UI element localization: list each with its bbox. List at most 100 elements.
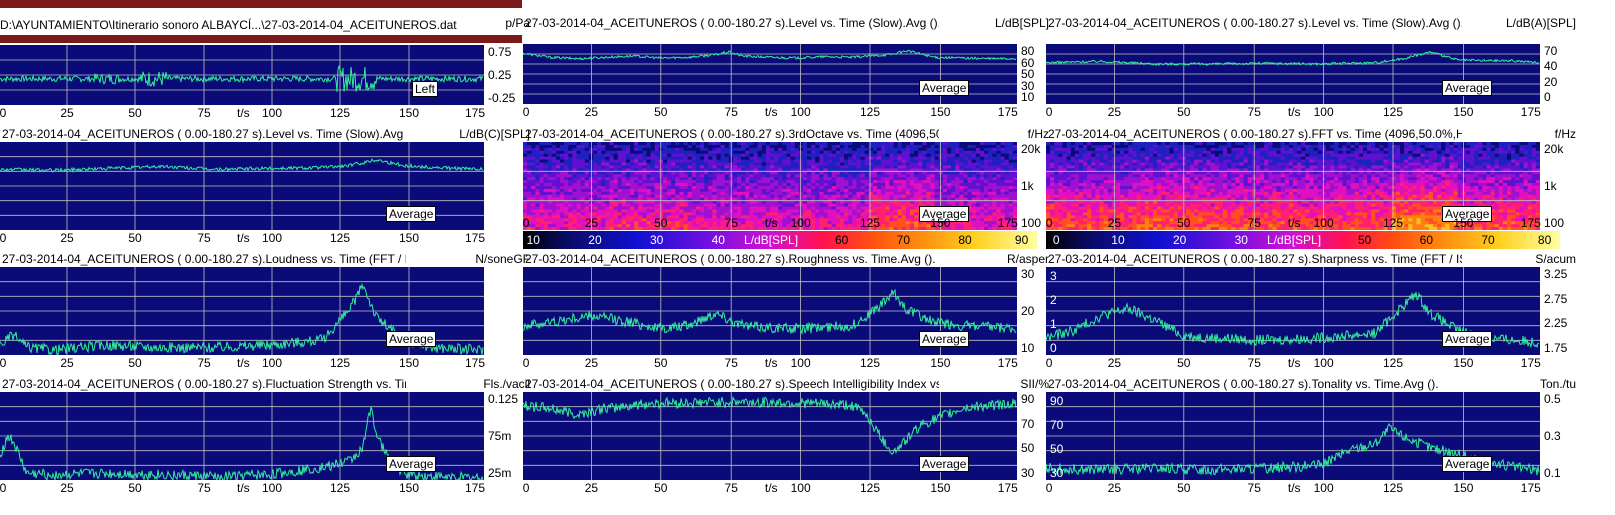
spectro-cell <box>971 191 977 196</box>
spectro-cell <box>1169 215 1175 219</box>
x-tick-label: 50 <box>1177 105 1191 119</box>
spectro-cell <box>831 153 837 158</box>
spectro-cell <box>576 142 582 146</box>
spectro-cell <box>1107 215 1113 219</box>
spectro-cell <box>798 224 804 228</box>
spectro-cell <box>691 227 697 230</box>
spectro-cell <box>1099 203 1105 208</box>
spectro-cell <box>864 153 870 158</box>
spectro-cell <box>757 165 763 169</box>
spectro-cell <box>712 227 717 230</box>
spectro-cell <box>712 142 717 146</box>
spectro-cell <box>971 153 977 158</box>
spectro-cell <box>634 227 639 230</box>
plot-area[interactable]: Left <box>0 45 484 105</box>
spectro-cell <box>1161 147 1166 152</box>
spectro-cell <box>523 150 528 155</box>
spectro-cell <box>1140 180 1146 184</box>
spectro-cell <box>1169 144 1175 149</box>
spectro-cell <box>580 180 586 184</box>
spectro-cell <box>662 168 668 172</box>
spectro-cell <box>868 188 874 193</box>
spectro-cell <box>617 194 623 199</box>
spectro-cell <box>872 212 878 216</box>
spectro-cell <box>597 215 602 219</box>
spectro-cell <box>922 197 927 202</box>
spectro-cell <box>881 224 886 228</box>
spectro-cell <box>646 168 652 172</box>
spectro-cell <box>918 188 923 193</box>
spectro-cell <box>1091 197 1096 202</box>
spectro-cell <box>745 177 750 181</box>
x-tick-label: 100 <box>1313 105 1334 119</box>
spectro-cell <box>584 162 590 166</box>
spectro-cell <box>716 224 722 228</box>
spectro-cell <box>872 144 878 149</box>
plot-area[interactable]: Average <box>523 44 1017 104</box>
spectro-cell <box>761 144 767 149</box>
spectro-cell <box>580 165 586 169</box>
spectro-cell <box>1087 142 1092 146</box>
spectro-cell <box>1165 144 1170 149</box>
spectro-cell <box>1004 156 1010 161</box>
spectro-cell <box>1132 162 1138 166</box>
spectro-cell <box>592 142 598 146</box>
plot-area[interactable]: Average <box>1046 142 1540 230</box>
spectro-cell <box>539 224 545 228</box>
spectro-cell <box>992 144 997 149</box>
spectro-cell <box>1194 212 1199 216</box>
spectro-cell <box>675 197 680 202</box>
spectro-cell <box>918 147 923 152</box>
time-range-slider-bottom[interactable] <box>0 35 522 43</box>
plot-area[interactable]: Average <box>1046 44 1540 104</box>
spectro-cell <box>790 212 796 216</box>
spectro-cell <box>975 168 981 172</box>
spectro-cell <box>1157 142 1162 146</box>
spectro-cell <box>1210 147 1216 152</box>
spectro-cell <box>1210 215 1216 219</box>
spectro-cell <box>609 183 615 187</box>
spectro-cell <box>835 177 841 181</box>
spectro-cell <box>523 188 528 193</box>
spectro-cell <box>1144 142 1150 146</box>
spectro-cell <box>765 224 771 228</box>
spectro-cell <box>798 159 804 164</box>
spectro-cell <box>893 177 899 181</box>
series-line <box>1046 50 1540 67</box>
spectro-cell <box>1169 191 1175 196</box>
spectro-cell <box>761 177 767 181</box>
spectro-cell <box>905 206 911 210</box>
spectro-cell <box>951 144 956 149</box>
plot-area[interactable]: Average <box>523 142 1017 230</box>
spectro-cell <box>700 188 705 193</box>
spectro-cell <box>856 147 862 152</box>
spectro-cell <box>778 218 783 222</box>
spectro-cell <box>782 197 787 202</box>
spectro-cell <box>642 197 647 202</box>
spectro-cell <box>527 224 532 228</box>
spectro-cell <box>967 142 973 146</box>
spectro-cell <box>568 191 573 196</box>
spectro-cell <box>1206 150 1212 155</box>
spectro-cell <box>576 215 582 219</box>
spectro-cell <box>700 186 705 190</box>
spectro-cell <box>1120 224 1125 228</box>
spectro-cell <box>601 183 606 187</box>
spectro-cell <box>523 162 528 166</box>
spectro-cell <box>1128 215 1133 219</box>
spectro-cell <box>959 156 964 161</box>
spectro-cell <box>1087 147 1092 152</box>
spectro-cell <box>621 180 627 184</box>
spectro-cell <box>938 197 944 202</box>
spectro-cell <box>901 156 907 161</box>
spectro-cell <box>1087 159 1092 164</box>
spectro-cell <box>662 215 668 219</box>
spectro-cell <box>872 203 878 208</box>
spectro-cell <box>1169 188 1175 193</box>
spectro-cell <box>547 227 553 230</box>
spectro-cell <box>856 183 862 187</box>
time-range-slider-top[interactable] <box>0 0 522 8</box>
plot-area[interactable]: Average <box>0 142 484 230</box>
spectro-cell <box>737 206 742 210</box>
spectro-cell <box>765 200 771 205</box>
